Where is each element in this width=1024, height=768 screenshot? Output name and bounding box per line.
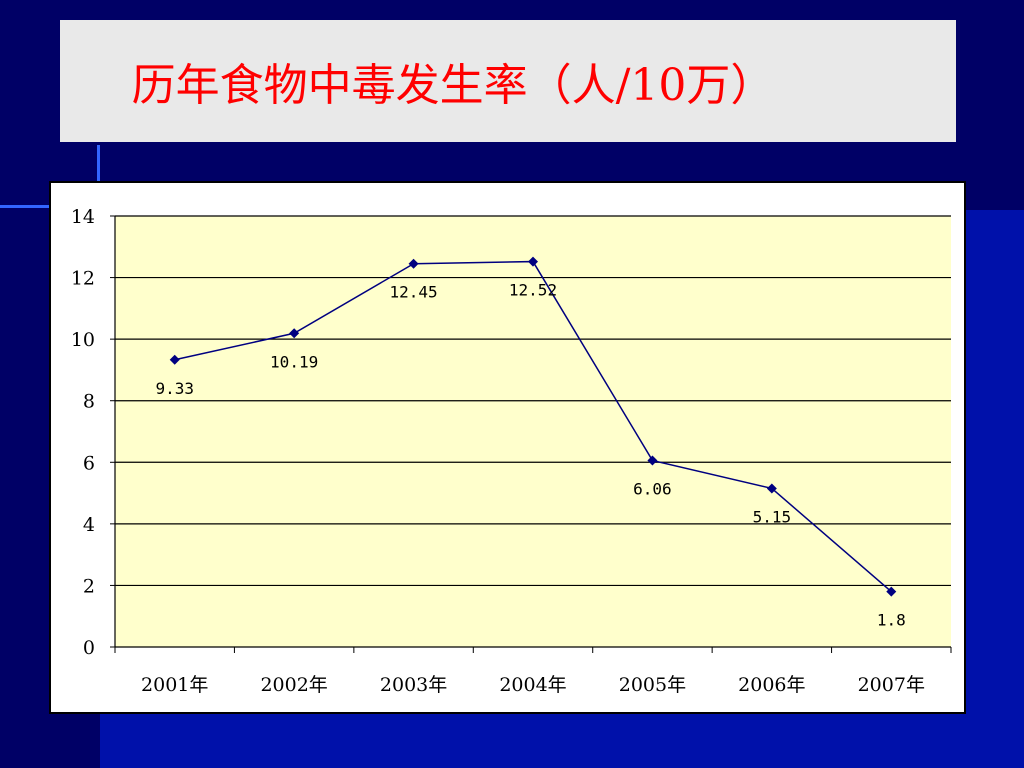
x-tick-label-0: 2001年 [141,674,208,696]
x-tick-label-2: 2003年 [380,674,447,696]
y-tick-label-0: 0 [83,637,95,659]
data-point-5 [766,483,777,494]
plot-area [115,216,951,647]
data-label-1: 10.19 [270,352,318,371]
data-point-0 [169,354,180,365]
data-point-6 [886,586,897,597]
y-tick-label-6: 6 [83,452,95,474]
data-label-4: 6.06 [633,479,672,498]
data-label-0: 9.33 [155,379,194,398]
data-point-4 [647,455,658,466]
data-label-6: 1.8 [877,611,906,630]
y-tick-label-12: 12 [71,268,95,290]
x-tick-label-3: 2004年 [499,674,566,696]
y-tick-label-4: 4 [83,514,95,536]
accent-line-vertical [97,145,100,185]
data-label-3: 12.52 [509,281,557,300]
data-label-5: 5.15 [753,507,792,526]
y-tick-label-8: 8 [83,391,95,413]
y-tick-label-10: 10 [71,329,95,351]
data-point-1 [289,328,300,339]
title-panel: 历年食物中毒发生率（人/10万） [60,20,956,142]
data-point-3 [528,256,538,267]
x-tick-label-5: 2006年 [738,674,805,696]
y-tick-label-14: 14 [71,206,95,228]
x-tick-label-4: 2005年 [619,674,686,696]
slide-title: 历年食物中毒发生率（人/10万） [131,60,775,111]
x-tick-label-1: 2002年 [260,674,327,696]
y-tick-label-2: 2 [83,575,95,597]
x-tick-label-6: 2007年 [858,674,925,696]
data-point-2 [408,258,419,269]
data-label-2: 12.45 [389,283,437,302]
